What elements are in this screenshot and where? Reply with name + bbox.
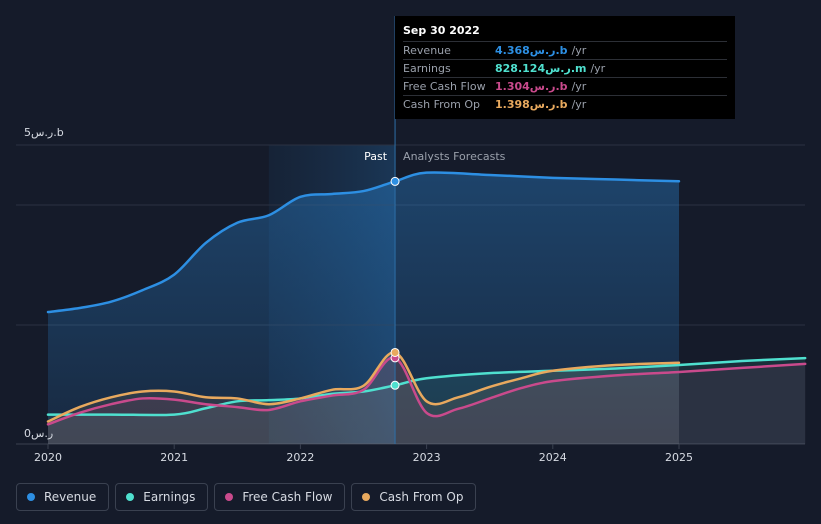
legend-item-earnings[interactable]: Earnings	[115, 483, 209, 511]
cash-from-op-area	[48, 352, 679, 444]
tooltip-label: Earnings	[403, 62, 451, 75]
free-cash-flow-area	[48, 357, 806, 444]
series-areas	[48, 172, 806, 444]
x-axis-ticks: 2020 2021 2022 2023 2024 2025	[34, 444, 693, 464]
tooltip-value: 828.124ر.س.m	[495, 62, 587, 75]
earnings-marker	[390, 380, 400, 390]
cash-from-op-dot-icon	[362, 493, 371, 501]
tooltip-row-earnings: Earnings 828.124ر.س.m /yr	[403, 59, 727, 77]
series-lines	[46, 171, 807, 426]
x-tick-label: 2021	[160, 451, 188, 464]
x-tick-label: 2020	[34, 451, 62, 464]
tooltip-unit: /yr	[571, 98, 587, 111]
legend-item-free-cash-flow[interactable]: Free Cash Flow	[214, 483, 346, 511]
legend-label: Revenue	[44, 490, 97, 504]
free-cash-flow-dot-icon	[225, 493, 234, 501]
tooltip-unit: /yr	[571, 44, 587, 57]
cash-from-op-marker	[390, 347, 400, 357]
tooltip-label: Free Cash Flow	[403, 80, 486, 93]
legend-item-cash-from-op[interactable]: Cash From Op	[351, 483, 477, 511]
x-tick-label: 2022	[286, 451, 314, 464]
cash-from-op-line	[46, 351, 681, 423]
tooltip-row-revenue: Revenue 4.368ر.س.b /yr	[403, 41, 727, 59]
tooltip-label: Revenue	[403, 44, 451, 57]
earnings-line	[46, 356, 807, 417]
revenue-area	[48, 172, 679, 444]
y-tick-label-max: 5ر.س.b	[24, 126, 64, 139]
tooltip-date: Sep 30 2022	[403, 24, 480, 37]
tooltip-value: 4.368ر.س.b	[495, 44, 568, 57]
tooltip-unit: /yr	[590, 62, 606, 75]
y-tick-label-zero: 0ر.س	[24, 427, 53, 440]
past-label: Past	[364, 150, 388, 163]
tooltip-row-free-cash-flow: Free Cash Flow 1.304ر.س.b /yr	[403, 77, 727, 95]
legend-label: Earnings	[143, 490, 196, 504]
free-cash-flow-line	[46, 356, 807, 426]
tooltip: Sep 30 2022 Revenue 4.368ر.س.b /yr Earni…	[395, 16, 735, 119]
earnings-dot-icon	[126, 493, 135, 501]
tooltip-value: 1.304ر.س.b	[495, 80, 568, 93]
legend-label: Cash From Op	[379, 490, 464, 504]
revenue-dot-icon	[27, 493, 35, 501]
tooltip-value: 1.398ر.س.b	[495, 98, 568, 111]
x-tick-label: 2025	[665, 451, 693, 464]
x-tick-label: 2023	[413, 451, 441, 464]
legend-label: Free Cash Flow	[242, 490, 333, 504]
revenue-line	[46, 171, 681, 314]
legend-item-revenue[interactable]: Revenue	[16, 483, 110, 511]
tooltip-unit: /yr	[571, 80, 587, 93]
revenue-marker	[390, 176, 400, 186]
forecast-label: Analysts Forecasts	[403, 150, 506, 163]
legend: Revenue Earnings Free Cash Flow Cash Fro…	[16, 483, 477, 511]
tooltip-row-cash-from-op: Cash From Op 1.398ر.س.b /yr	[403, 95, 727, 113]
tooltip-label: Cash From Op	[403, 98, 481, 111]
x-tick-label: 2024	[539, 451, 567, 464]
hover-markers	[390, 176, 400, 390]
